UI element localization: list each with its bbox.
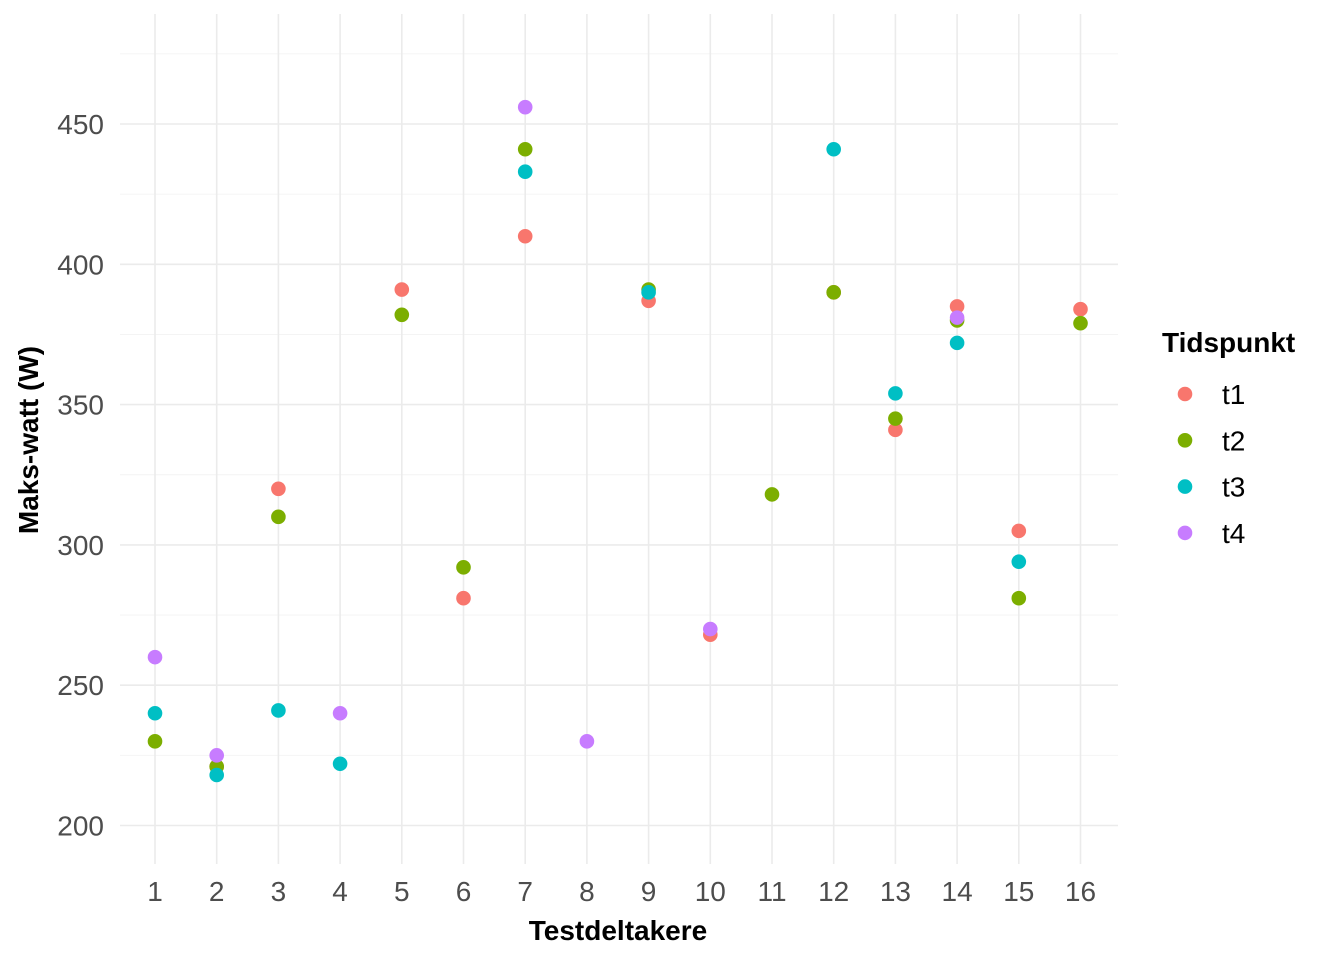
x-tick-label: 5: [394, 876, 410, 907]
y-axis-title: Maks-watt (W): [13, 346, 44, 534]
data-point-t1: [517, 228, 533, 244]
data-point-t3: [332, 756, 348, 772]
y-tick-label: 450: [57, 109, 104, 140]
x-tick-label: 12: [818, 876, 849, 907]
x-tick-label: 8: [579, 876, 595, 907]
data-point-t3: [641, 285, 656, 300]
legend-key-t1: [1177, 386, 1193, 402]
y-tick-label: 400: [57, 249, 104, 280]
data-point-t2: [764, 487, 780, 502]
data-point-t4: [332, 705, 348, 721]
legend-label-t1: t1: [1222, 379, 1245, 410]
data-point-t3: [888, 386, 903, 401]
x-tick-label: 15: [1003, 876, 1034, 907]
x-tick-label: 2: [209, 876, 225, 907]
data-point-t3: [517, 164, 533, 180]
data-point-t2: [517, 141, 533, 157]
data-point-t3: [209, 767, 224, 783]
legend-label-t2: t2: [1222, 425, 1245, 456]
legend-key-t4: [1177, 525, 1193, 541]
data-points: [147, 99, 1088, 783]
legend-key-t3: [1177, 479, 1193, 494]
legend-title: Tidspunkt: [1162, 327, 1295, 358]
data-point-t4: [147, 649, 163, 665]
data-point-t1: [394, 282, 410, 297]
x-tick-label: 4: [332, 876, 348, 907]
data-point-t4: [703, 621, 718, 637]
x-tick-label: 3: [271, 876, 287, 907]
data-point-t2: [456, 560, 471, 575]
y-tick-label: 300: [57, 530, 104, 561]
data-point-t4: [949, 310, 965, 325]
data-point-t3: [271, 703, 286, 718]
x-tick-label: 6: [456, 876, 472, 907]
data-point-t1: [1073, 301, 1088, 317]
x-axis-ticks: 1 2 3 4 5 6 7 8 9 10 11 12 13 14 15 16: [147, 876, 1096, 907]
data-point-t4: [209, 748, 224, 763]
legend-label-t4: t4: [1222, 518, 1245, 549]
y-tick-label: 200: [57, 811, 104, 842]
data-point-t1: [456, 590, 471, 606]
x-tick-label: 9: [641, 876, 657, 907]
x-tick-label: 10: [695, 876, 726, 907]
y-tick-label: 250: [57, 670, 104, 701]
x-tick-label: 13: [880, 876, 911, 907]
legend-label-t3: t3: [1222, 472, 1245, 503]
data-point-t3: [147, 705, 163, 721]
x-tick-label: 16: [1065, 876, 1096, 907]
data-point-t2: [147, 734, 163, 749]
data-point-t2: [826, 285, 841, 300]
data-point-t1: [888, 422, 903, 438]
data-point-t1: [271, 481, 286, 497]
data-point-t2: [1073, 315, 1088, 331]
legend-key-t2: [1177, 433, 1193, 448]
data-point-t4: [579, 734, 595, 749]
x-tick-label: 11: [757, 876, 786, 907]
x-tick-label: 1: [147, 876, 163, 907]
x-axis-title: Testdeltakere: [529, 915, 707, 946]
data-point-t2: [888, 411, 903, 426]
data-point-t4: [517, 99, 533, 115]
data-point-t3: [949, 335, 965, 351]
data-point-t1: [1011, 523, 1027, 539]
data-point-t1: [949, 299, 965, 314]
data-point-t2: [394, 307, 410, 323]
data-point-t3: [1011, 554, 1027, 570]
y-tick-label: 350: [57, 390, 104, 421]
data-point-t2: [271, 509, 286, 525]
x-tick-label: 14: [942, 876, 973, 907]
grid: [120, 14, 1118, 864]
data-point-t3: [826, 141, 841, 157]
data-point-t2: [1011, 590, 1027, 606]
y-axis-ticks: 200 250 300 350 400 450: [57, 109, 104, 842]
legend: Tidspunkt t1 t2 t3 t4: [1162, 327, 1295, 549]
x-tick-label: 7: [517, 876, 533, 907]
